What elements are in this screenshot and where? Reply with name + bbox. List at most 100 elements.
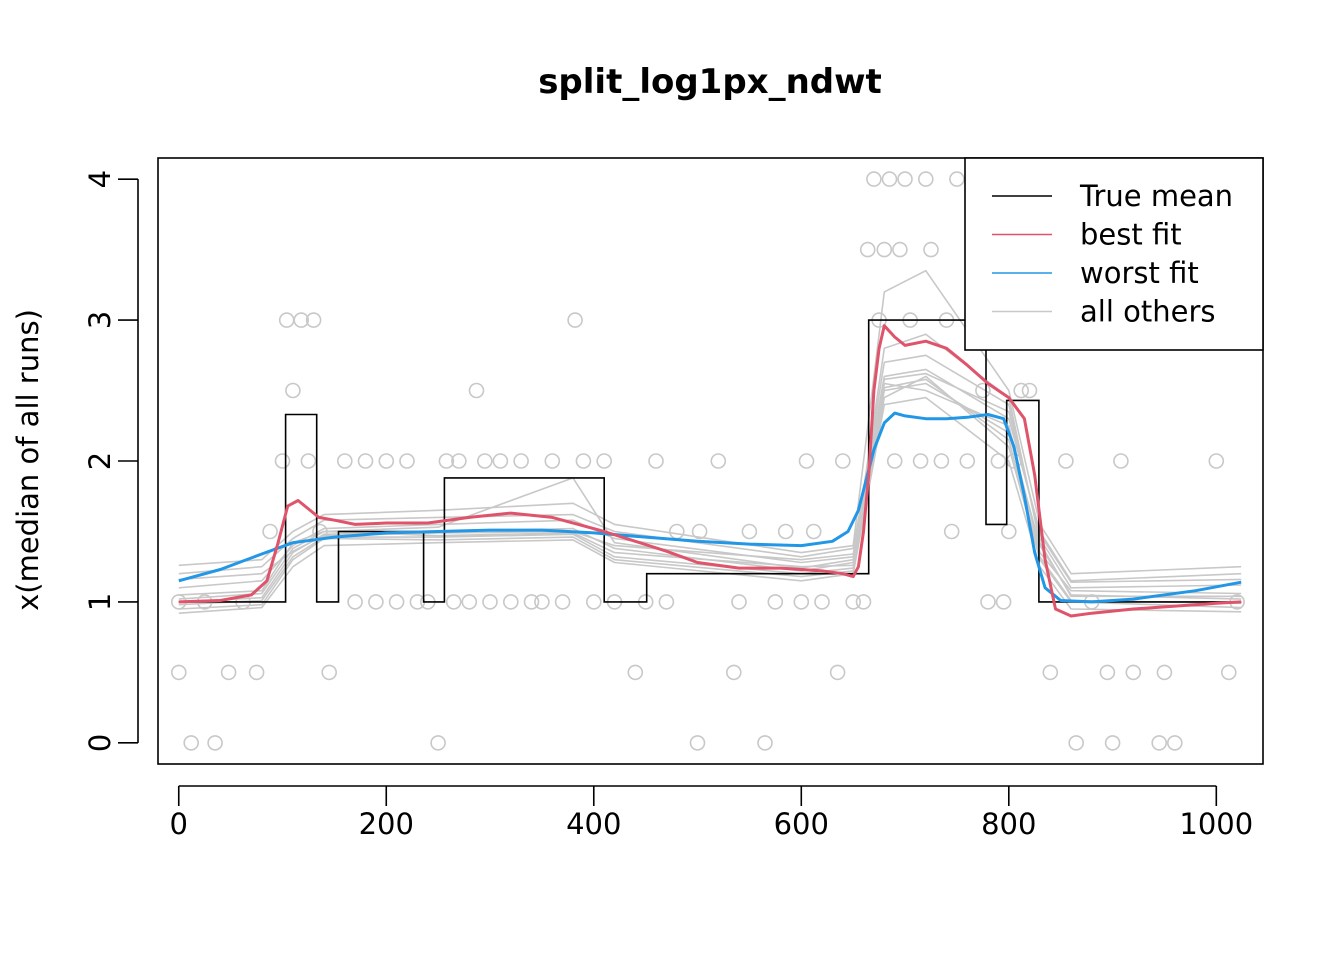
observation-point (668, 523, 685, 540)
observation-point (1058, 453, 1074, 469)
x-tick-label: 600 (774, 807, 829, 841)
x-tick-label: 800 (981, 807, 1036, 841)
observation-point (476, 453, 493, 469)
x-tick-label: 0 (170, 807, 188, 841)
observation-point (881, 171, 898, 187)
observation-point (445, 594, 462, 610)
other-fit-line-6 (178, 382, 1242, 596)
other-fit-line-7 (178, 269, 1242, 575)
legend-label: True mean (1079, 179, 1233, 213)
observation-point (285, 382, 301, 399)
observation-point (1208, 453, 1225, 469)
observation-point (725, 664, 742, 681)
observation-point (959, 453, 976, 469)
observation-point (829, 664, 846, 681)
chart-title: split_log1px_ndwt (538, 62, 882, 102)
observation-point (777, 523, 794, 540)
y-tick-label: 4 (83, 170, 117, 188)
y-axis: 0 1 2 3 4 (83, 170, 139, 752)
observation-point (336, 453, 353, 469)
y-tick-label: 0 (83, 734, 117, 752)
observation-point (567, 312, 583, 328)
x-axis: 0 200 400 600 800 1000 (170, 785, 1253, 841)
observation-point (866, 171, 882, 187)
observation-point (502, 594, 519, 610)
observation-point (207, 735, 223, 751)
observation-point (793, 594, 810, 610)
observation-point (1113, 453, 1129, 469)
observation-point (248, 664, 265, 681)
observation-point (596, 453, 613, 469)
observation-point (1000, 523, 1017, 540)
observation-point (293, 312, 310, 328)
observation-point (1125, 664, 1142, 681)
observation-point (399, 453, 415, 469)
observation-point (274, 453, 291, 469)
observation-point (912, 453, 929, 469)
observation-point (430, 735, 446, 751)
observation-point (933, 453, 950, 469)
observation-point (554, 594, 571, 610)
observation-point (731, 594, 747, 610)
observation-point (917, 171, 934, 187)
observation-point (1099, 664, 1116, 681)
best-fit-path (178, 324, 1242, 618)
observation-point (876, 241, 893, 258)
observation-point (575, 453, 592, 469)
observation-point (300, 453, 317, 469)
plot-frame (157, 157, 1264, 765)
observation-point (347, 594, 363, 610)
true-mean-path (178, 319, 1242, 603)
observation-point (805, 523, 822, 540)
observation-point (767, 594, 784, 610)
observation-point (710, 453, 727, 469)
observation-point (368, 594, 384, 610)
observation-point (814, 594, 830, 610)
legend-label: worst fit (1080, 256, 1199, 290)
observation-point (845, 594, 862, 610)
observation-point (658, 594, 675, 610)
observation-point (171, 664, 187, 681)
observation-point (1104, 735, 1121, 751)
observation-point (1156, 664, 1173, 681)
observation-point (855, 594, 872, 610)
observation-point (990, 453, 1007, 469)
legend-label: all others (1080, 295, 1215, 329)
observation-point (534, 594, 550, 610)
observation-point (975, 382, 991, 399)
observation-point (278, 312, 295, 328)
observation-point (388, 594, 405, 610)
observation-point (305, 312, 322, 328)
observation-point (691, 523, 708, 540)
observation-point (798, 453, 815, 469)
observation-point (523, 594, 540, 610)
y-tick-label: 1 (83, 593, 117, 611)
observation-point (357, 453, 374, 469)
observation-point (468, 382, 485, 399)
observation-point (897, 171, 913, 187)
observation-point (378, 453, 395, 469)
x-tick-label: 200 (359, 807, 414, 841)
x-tick-label: 1000 (1179, 807, 1253, 841)
observation-point (1068, 735, 1084, 751)
observation-point (585, 594, 602, 610)
observation-point (321, 664, 338, 681)
observation-point (262, 523, 278, 540)
observation-point (492, 453, 509, 469)
y-tick-label: 3 (83, 311, 117, 329)
observation-point (949, 171, 965, 187)
y-tick-label: 2 (83, 452, 117, 470)
legend: True mean best fit worst fit all others (964, 157, 1264, 351)
observation-point (757, 735, 773, 751)
observation-point (544, 453, 561, 469)
observation-point (451, 453, 467, 469)
observation-point (1042, 664, 1059, 681)
best-fit-line (178, 324, 1242, 618)
observation-point (482, 594, 498, 610)
legend-label: best fit (1080, 218, 1182, 252)
observation-point (220, 664, 237, 681)
observation-point (648, 453, 664, 469)
legend-box (964, 157, 1264, 351)
observation-point (689, 735, 706, 751)
